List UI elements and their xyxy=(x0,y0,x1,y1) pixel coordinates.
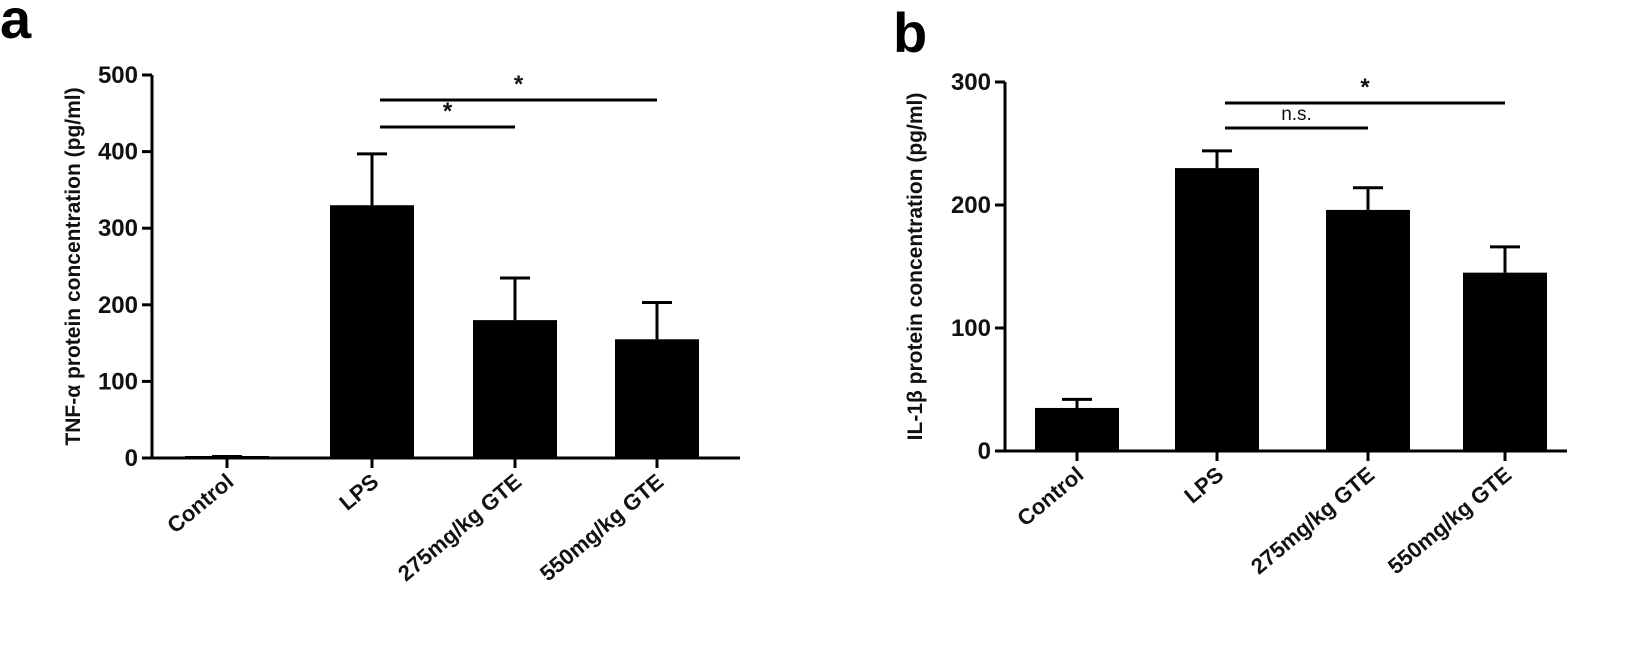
significance-label: n.s. xyxy=(1281,104,1312,125)
y-tick-label: 300 xyxy=(98,215,138,242)
x-category-label: LPS xyxy=(334,469,383,516)
y-axis-title: IL-1β protein concentration (pg/ml) xyxy=(904,93,927,441)
y-tick-label: 200 xyxy=(98,292,138,319)
y-tick-label: 200 xyxy=(951,192,991,219)
bar xyxy=(615,339,699,458)
bar xyxy=(1463,272,1547,451)
y-tick-label: 400 xyxy=(98,139,138,166)
panel-label-b: b xyxy=(893,1,927,64)
x-category-label: 550mg/kg GTE xyxy=(535,469,668,586)
y-tick-label: 100 xyxy=(951,315,991,342)
x-category-label: 275mg/kg GTE xyxy=(1246,462,1379,579)
bar xyxy=(1175,168,1259,451)
x-category-label: Control xyxy=(162,469,238,538)
x-category-label: 275mg/kg GTE xyxy=(393,469,526,586)
y-tick-label: 100 xyxy=(98,368,138,395)
y-axis-title: TNF-α protein concentration (pg/ml) xyxy=(62,87,85,445)
significance-label: * xyxy=(1360,74,1370,101)
x-category-label: LPS xyxy=(1179,462,1228,509)
bar xyxy=(1326,209,1410,451)
x-category-label: 550mg/kg GTE xyxy=(1383,462,1516,579)
chart-b: 0 100 200 300 IL-1β protein concentration (p… xyxy=(904,69,1567,579)
y-tick-label: 0 xyxy=(978,438,991,465)
panel-label-a: a xyxy=(0,0,32,50)
bar xyxy=(1035,407,1119,451)
significance-label: * xyxy=(514,71,524,98)
y-tick-label: 0 xyxy=(125,445,138,472)
bar xyxy=(330,205,414,458)
significance-label: * xyxy=(443,98,453,125)
chart-a: 0 100 200 300 400 500 TNF-α protein concentrat… xyxy=(62,62,740,586)
y-tick-label: 300 xyxy=(951,69,991,96)
bar xyxy=(473,320,557,458)
x-category-label: Control xyxy=(1012,462,1088,531)
y-tick-label: 500 xyxy=(98,62,138,89)
